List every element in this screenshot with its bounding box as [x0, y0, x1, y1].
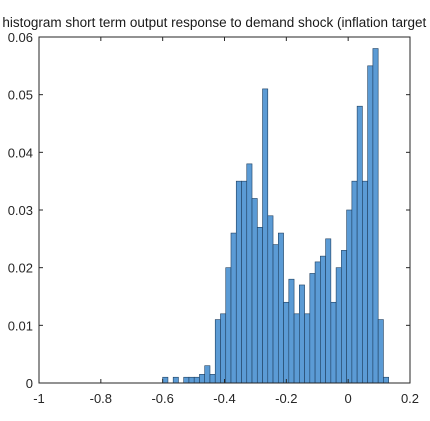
histogram-bar [314, 261, 321, 384]
bars-group [162, 48, 389, 384]
histogram-bar [383, 376, 389, 384]
x-tick-label: 0.2 [401, 391, 419, 406]
x-tick-label: -0.8 [90, 391, 112, 406]
histogram-bar [277, 232, 284, 384]
histogram-bar [283, 301, 290, 384]
histogram-bar [325, 238, 332, 384]
histogram-bar [220, 313, 227, 384]
histogram-bar [288, 278, 295, 384]
histogram-bar [262, 88, 269, 384]
x-tick-label: -0.4 [213, 391, 235, 406]
histogram-bar [330, 301, 337, 384]
histogram-bar [335, 267, 342, 384]
histogram-bar [193, 376, 200, 384]
x-axis-ticks: -1 -0.8 -0.6 -0.4 -0.2 0 0.2 [33, 37, 419, 406]
histogram-bar [346, 209, 353, 384]
histogram-bar [309, 273, 316, 384]
x-tick-label: -1 [33, 391, 45, 406]
histogram-bar [351, 180, 358, 384]
histogram-bar [293, 313, 300, 384]
histogram-bar [372, 48, 379, 384]
y-tick-label: 0.05 [8, 88, 33, 103]
y-tick-label: 0.04 [8, 145, 33, 160]
y-tick-label: 0 [26, 376, 33, 391]
chart-title: histogram short term output response to … [2, 15, 430, 30]
histogram-bar [272, 244, 279, 384]
y-tick-label: 0.01 [8, 318, 33, 333]
histogram-bar [367, 65, 374, 384]
histogram-bar [172, 376, 179, 384]
histogram-bar [341, 250, 347, 384]
histogram-bar [304, 313, 311, 384]
histogram-bar [241, 180, 248, 384]
histogram-bar [320, 255, 326, 384]
histogram-bar [251, 198, 258, 384]
y-axis-ticks: 0 0.01 0.02 0.03 0.04 0.05 0.06 [8, 30, 410, 391]
histogram-bar [246, 163, 253, 384]
histogram-bar [356, 105, 363, 384]
y-tick-label: 0.03 [8, 203, 33, 218]
x-tick-label: -0.2 [275, 391, 297, 406]
histogram-bar [299, 284, 305, 384]
histogram-bar [225, 267, 232, 384]
x-tick-label: 0 [345, 391, 352, 406]
histogram-bar [162, 376, 169, 384]
histogram-bar [377, 319, 384, 384]
histogram-bar [256, 227, 263, 384]
histogram-bar [267, 215, 274, 384]
histogram-bar [204, 365, 211, 384]
histogram-bar [183, 376, 190, 384]
x-tick-label: -0.6 [151, 391, 173, 406]
histogram-bar [214, 319, 221, 384]
histogram-bar [199, 374, 206, 384]
histogram-bar [235, 180, 242, 384]
histogram-bar [230, 232, 237, 384]
histogram-bar [209, 374, 216, 384]
histogram-bar [188, 376, 195, 384]
y-tick-label: 0.02 [8, 261, 33, 276]
y-tick-label: 0.06 [8, 30, 33, 45]
histogram-bar [362, 180, 368, 384]
